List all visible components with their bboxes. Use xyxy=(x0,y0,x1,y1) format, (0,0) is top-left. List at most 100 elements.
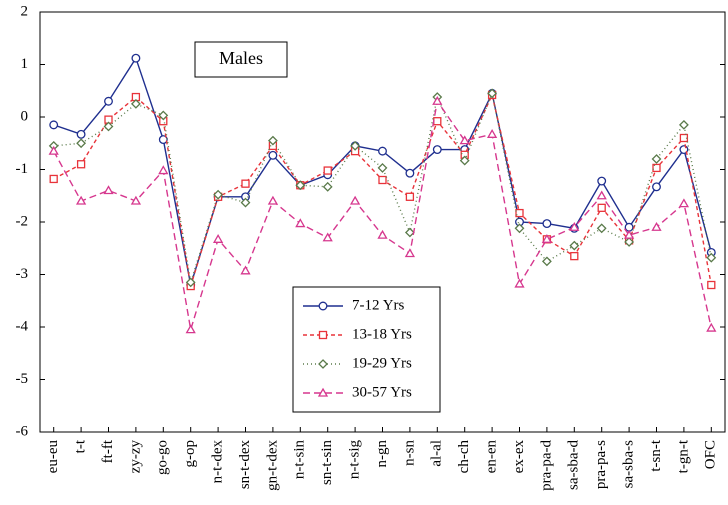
x-tick-label: eu-eu xyxy=(45,440,61,474)
legend-label: 13-18 Yrs xyxy=(352,326,412,342)
marker xyxy=(158,110,169,121)
x-tick-label: n-sn xyxy=(401,440,417,466)
title-box xyxy=(194,41,288,78)
y-tick-label: -2 xyxy=(16,213,29,229)
marker xyxy=(514,223,525,234)
x-tick-label: ft-ft xyxy=(100,439,116,463)
x-tick-label: sa-sba-s xyxy=(621,440,637,488)
marker xyxy=(49,120,59,130)
x-tick-label: g-op xyxy=(182,440,198,468)
x-tick-label: go-go xyxy=(155,440,171,475)
marker xyxy=(569,221,580,231)
marker xyxy=(213,189,224,200)
marker xyxy=(541,234,553,243)
marker xyxy=(597,203,606,212)
x-tick-label: t-gn-t xyxy=(675,439,691,473)
marker xyxy=(349,195,361,205)
marker xyxy=(541,256,552,267)
legend-marker xyxy=(317,387,329,397)
x-tick-label: zy-zy xyxy=(127,440,143,474)
y-tick-label: -4 xyxy=(16,318,29,334)
x-tick-label: n-t-dex xyxy=(210,440,226,484)
marker xyxy=(131,53,141,63)
marker xyxy=(623,229,635,239)
marker xyxy=(514,278,525,288)
marker xyxy=(76,160,86,169)
marker xyxy=(76,129,86,139)
x-tick-label: al-al xyxy=(429,440,445,467)
legend-marker xyxy=(318,330,328,340)
marker xyxy=(240,197,251,208)
x-tick-label: n-t-sin xyxy=(292,440,308,480)
y-tick-label: -6 xyxy=(16,423,29,439)
legend-label: 30-57 Yrs xyxy=(352,384,412,400)
marker xyxy=(378,146,387,156)
legend-marker xyxy=(318,359,328,369)
x-tick-label: ex-ex xyxy=(511,440,527,474)
marker xyxy=(405,192,415,201)
legend-label: 19-29 Yrs xyxy=(352,355,412,371)
x-tick-label: sn-t-dex xyxy=(237,440,253,490)
marker xyxy=(76,138,87,149)
marker xyxy=(515,208,524,218)
marker xyxy=(158,135,168,145)
marker xyxy=(597,176,607,186)
marker xyxy=(433,117,442,126)
marker xyxy=(377,229,388,239)
marker xyxy=(104,96,113,106)
marker xyxy=(404,227,415,238)
marker xyxy=(486,129,498,138)
marker xyxy=(240,265,251,275)
marker xyxy=(432,145,442,154)
marker xyxy=(130,195,142,205)
marker xyxy=(323,166,332,175)
marker xyxy=(596,223,607,234)
x-tick-label: sn-t-sin xyxy=(319,440,335,486)
y-tick-label: 2 xyxy=(21,3,29,19)
marker xyxy=(459,155,470,166)
marker xyxy=(624,237,635,247)
marker xyxy=(75,195,87,205)
y-tick-label: -3 xyxy=(16,266,29,282)
y-tick-label: -1 xyxy=(16,161,29,177)
x-tick-label: en-en xyxy=(484,440,500,474)
x-tick-label: t-t xyxy=(73,439,89,453)
y-tick-label: 0 xyxy=(21,108,29,124)
marker xyxy=(158,165,169,175)
x-tick-label: pra-pa-s xyxy=(593,440,609,489)
marker xyxy=(678,119,689,130)
marker xyxy=(432,95,443,105)
marker xyxy=(185,324,196,334)
marker xyxy=(570,251,579,261)
marker xyxy=(706,322,717,332)
x-tick-label: sa-sba-d xyxy=(566,440,582,490)
marker xyxy=(48,145,59,155)
marker xyxy=(706,252,717,263)
marker xyxy=(405,168,415,178)
chart-title: Males xyxy=(219,48,263,68)
x-tick-label: OFC xyxy=(703,440,719,469)
x-tick-label: pra-pa-d xyxy=(538,440,554,491)
legend-label: 7-12 Yrs xyxy=(352,297,405,313)
x-tick-label: n-t-sig xyxy=(347,440,363,480)
marker xyxy=(459,135,470,145)
marker xyxy=(651,221,662,231)
marker xyxy=(652,163,661,173)
series-line xyxy=(53,92,712,287)
marker xyxy=(267,195,279,205)
marker xyxy=(487,88,498,99)
marker xyxy=(49,174,58,184)
marker xyxy=(542,219,552,229)
x-tick-label: gn-t-dex xyxy=(264,440,280,491)
legend-marker xyxy=(318,301,328,311)
marker xyxy=(322,181,333,192)
marker xyxy=(103,185,114,195)
marker xyxy=(378,175,387,185)
marker xyxy=(103,121,114,132)
marker xyxy=(212,234,224,243)
marker xyxy=(267,135,278,146)
marker xyxy=(268,150,278,160)
x-tick-label: n-gn xyxy=(374,440,390,468)
x-tick-label: ch-ch xyxy=(456,440,472,474)
